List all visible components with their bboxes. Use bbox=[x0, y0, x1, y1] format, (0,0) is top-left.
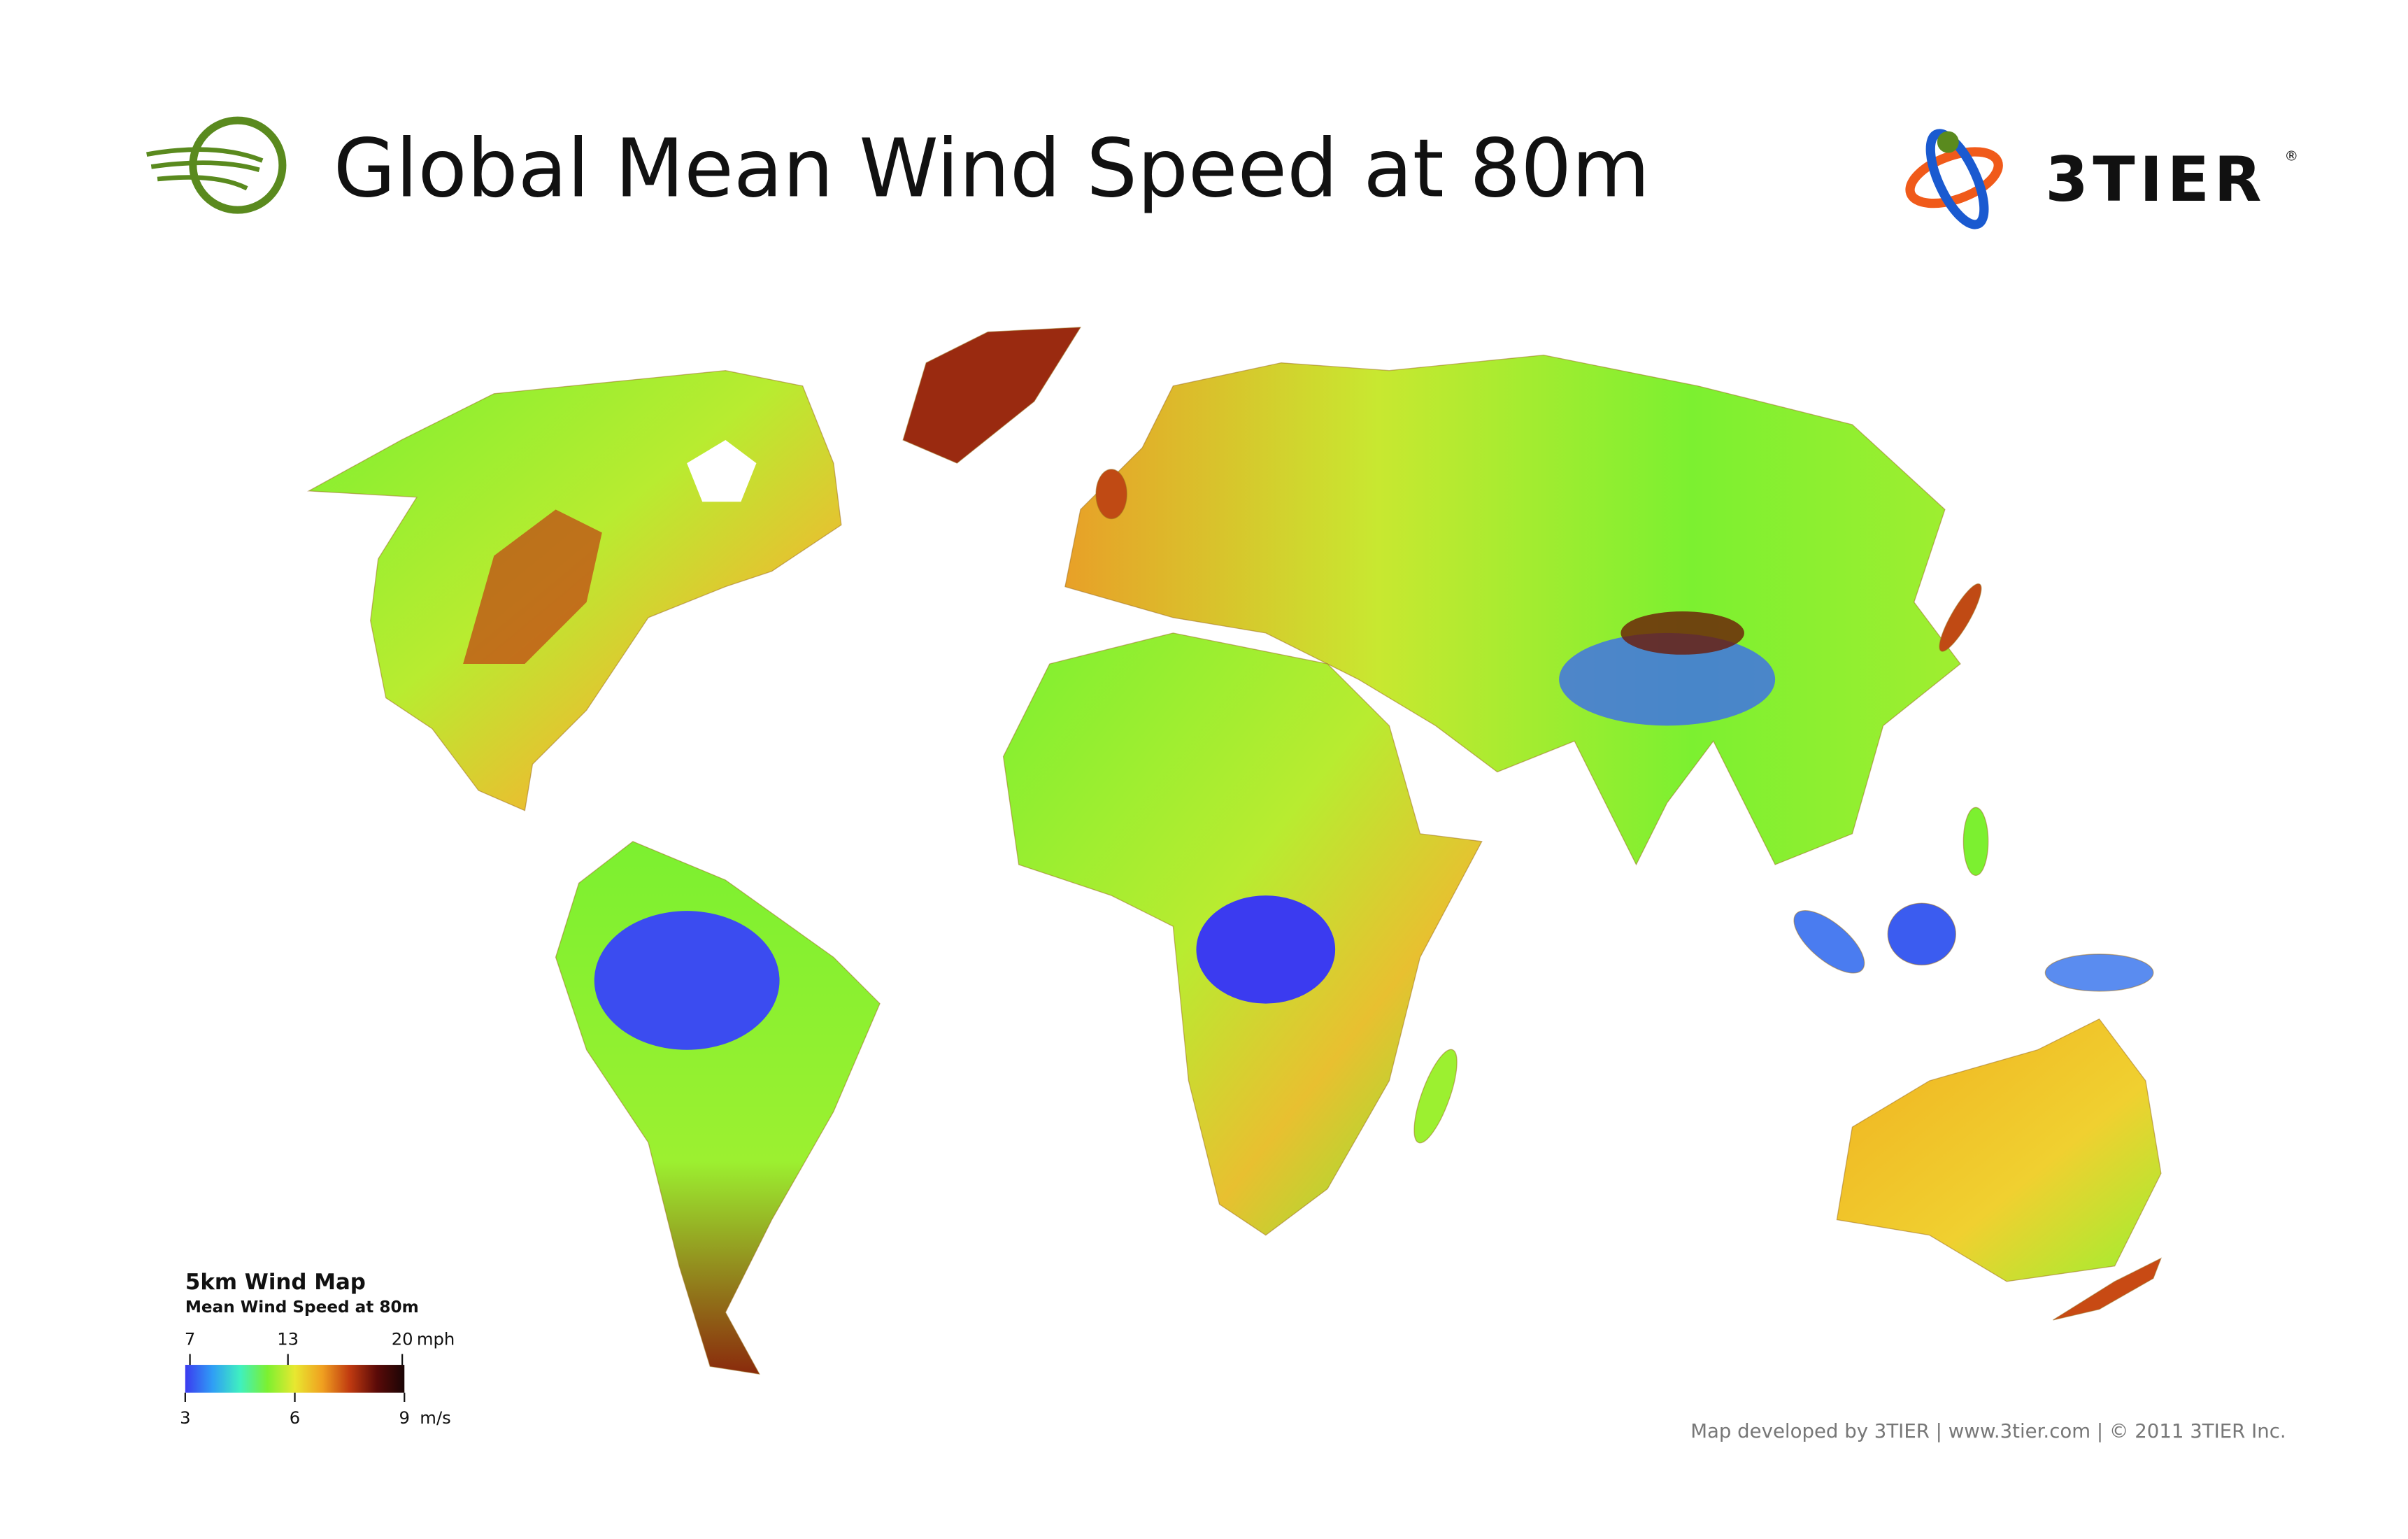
central-asia-basin bbox=[1559, 632, 1776, 726]
legend-title: 5km Wind Map bbox=[185, 1270, 366, 1295]
madagascar bbox=[1413, 1049, 1458, 1144]
borneo bbox=[1887, 902, 1956, 966]
mph-tick-label: 13 bbox=[277, 1328, 299, 1349]
tibet bbox=[1620, 611, 1744, 655]
australia bbox=[1836, 1018, 2162, 1282]
new-guinea bbox=[2044, 953, 2154, 992]
japan bbox=[1939, 583, 1982, 652]
amazon-basin bbox=[594, 911, 780, 1050]
mph-tick-label: 20 bbox=[392, 1328, 413, 1349]
brand-logo bbox=[1905, 129, 2003, 229]
registered-mark: ® bbox=[2284, 148, 2298, 164]
new-zealand bbox=[2053, 1257, 2163, 1321]
congo-basin bbox=[1196, 895, 1336, 1004]
ms-tick-label: 3 bbox=[180, 1407, 190, 1428]
mph-unit: mph bbox=[417, 1328, 455, 1349]
title: Global Mean Wind Speed at 80m bbox=[334, 122, 1650, 215]
sumatra bbox=[1793, 910, 1865, 974]
ms-unit: m/s bbox=[420, 1407, 450, 1428]
legend-subtitle: Mean Wind Speed at 80m bbox=[185, 1298, 419, 1317]
philippines bbox=[1962, 807, 1989, 877]
mph-tick-label: 7 bbox=[185, 1328, 195, 1349]
ms-tick-label: 9 bbox=[399, 1407, 410, 1428]
british-isles bbox=[1095, 469, 1127, 520]
left-logo bbox=[146, 116, 287, 214]
color-bar bbox=[185, 1365, 405, 1393]
legend: 5km Wind Map Mean Wind Speed at 80m mph … bbox=[180, 1270, 455, 1428]
eurasia bbox=[1064, 354, 1961, 866]
greenland bbox=[902, 327, 1082, 464]
footer-credit: Map developed by 3TIER | www.3tier.com |… bbox=[1690, 1419, 2286, 1442]
hudson-bay bbox=[687, 440, 757, 502]
brand-name: 3TIER bbox=[2045, 143, 2266, 215]
world-map bbox=[307, 327, 2163, 1375]
ms-tick-label: 6 bbox=[290, 1407, 300, 1428]
great-plains bbox=[463, 509, 602, 665]
